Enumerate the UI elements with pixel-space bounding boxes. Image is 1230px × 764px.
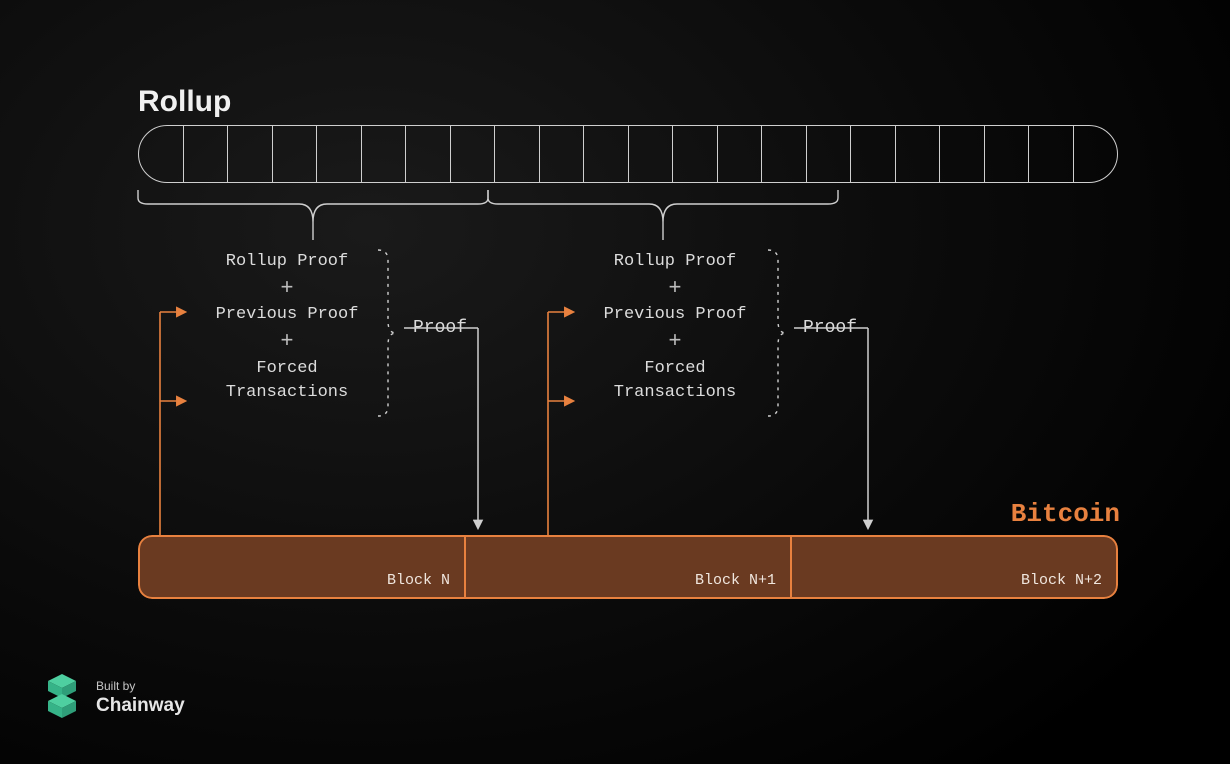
rollup-segment xyxy=(807,126,852,182)
rollup-segment xyxy=(762,126,807,182)
plus-icon: + xyxy=(570,274,780,304)
rollup-segment xyxy=(896,126,941,182)
rollup-segment xyxy=(629,126,674,182)
rollup-title: Rollup xyxy=(138,85,231,119)
proof-line: Transactions xyxy=(182,381,392,405)
proof-line: Rollup Proof xyxy=(570,250,780,274)
rollup-segment xyxy=(673,126,718,182)
brand-kicker: Built by xyxy=(96,679,185,693)
rollup-segment xyxy=(584,126,629,182)
proof-group-a: Rollup Proof+Previous Proof+ForcedTransa… xyxy=(182,250,392,405)
rollup-segment xyxy=(540,126,585,182)
proof-group-b: Rollup Proof+Previous Proof+ForcedTransa… xyxy=(570,250,780,405)
rollup-chain xyxy=(138,125,1118,183)
plus-icon: + xyxy=(182,327,392,357)
proof-line: Previous Proof xyxy=(182,303,392,327)
rollup-segment xyxy=(851,126,896,182)
rollup-segment xyxy=(273,126,318,182)
rollup-segment xyxy=(362,126,407,182)
rollup-segment xyxy=(317,126,362,182)
rollup-segment xyxy=(985,126,1030,182)
bitcoin-block: Block N xyxy=(138,535,465,599)
brand-name: Chainway xyxy=(96,695,185,717)
proof-line: Forced xyxy=(182,357,392,381)
proof-line: Previous Proof xyxy=(570,303,780,327)
rollup-segment xyxy=(139,126,184,182)
bitcoin-block: Block N+2 xyxy=(791,535,1118,599)
chainway-logo-icon xyxy=(42,672,82,724)
plus-icon: + xyxy=(570,327,780,357)
plus-icon: + xyxy=(182,274,392,304)
rollup-segment xyxy=(940,126,985,182)
rollup-segment xyxy=(495,126,540,182)
rollup-segment xyxy=(184,126,229,182)
rollup-segment xyxy=(451,126,496,182)
rollup-segment xyxy=(1074,126,1118,182)
proof-line: Transactions xyxy=(570,381,780,405)
bitcoin-chain: Block NBlock N+1Block N+2 xyxy=(138,535,1118,599)
rollup-segment xyxy=(228,126,273,182)
proof-label-b: Proof xyxy=(803,318,857,338)
proof-line: Forced xyxy=(570,357,780,381)
rollup-segment xyxy=(1029,126,1074,182)
bitcoin-title: Bitcoin xyxy=(1011,499,1120,529)
proof-label-a: Proof xyxy=(413,318,467,338)
rollup-segment xyxy=(406,126,451,182)
proof-line: Rollup Proof xyxy=(182,250,392,274)
rollup-segment xyxy=(718,126,763,182)
bitcoin-block: Block N+1 xyxy=(465,535,791,599)
brand-logo: Built by Chainway xyxy=(42,672,185,724)
